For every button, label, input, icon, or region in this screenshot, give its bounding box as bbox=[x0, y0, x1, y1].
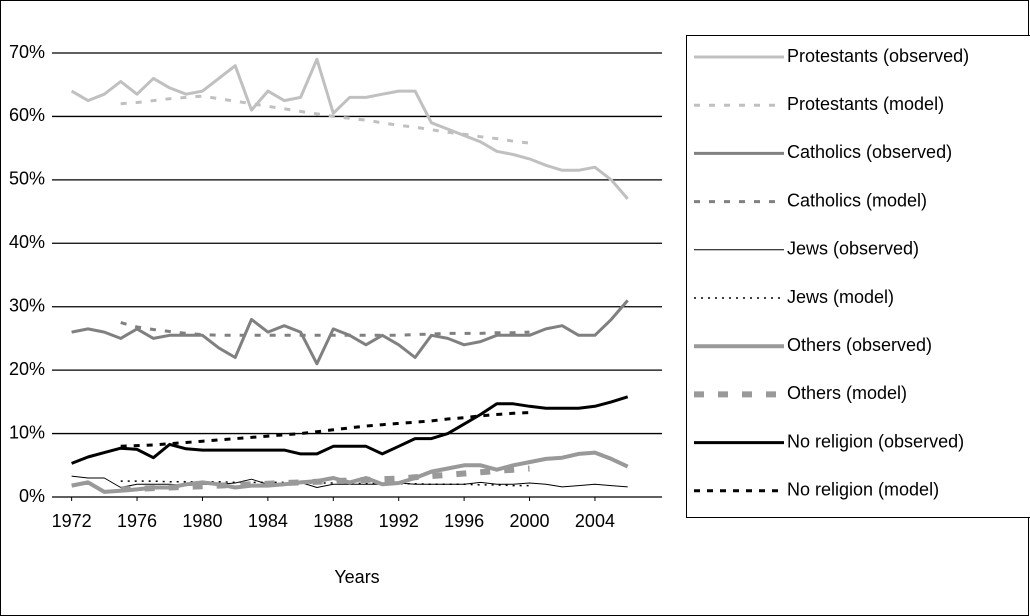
y-tick-label: 0% bbox=[19, 486, 45, 506]
legend-label: Catholics (model) bbox=[787, 190, 927, 210]
y-tick-label: 70% bbox=[9, 42, 45, 62]
x-tick-label: 1996 bbox=[444, 511, 484, 531]
legend-label: No religion (observed) bbox=[787, 431, 964, 451]
legend-label: Catholics (observed) bbox=[787, 142, 952, 162]
series-line bbox=[71, 395, 629, 465]
y-tick-label: 30% bbox=[9, 295, 45, 315]
y-tick-label: 60% bbox=[9, 105, 45, 125]
legend-label: Protestants (observed) bbox=[787, 46, 969, 66]
legend-label: Jews (observed) bbox=[787, 239, 919, 259]
legend-label: Jews (model) bbox=[787, 287, 894, 307]
x-axis-label: Years bbox=[334, 567, 379, 587]
x-tick-label: 1980 bbox=[182, 511, 222, 531]
x-tick-label: 1984 bbox=[248, 511, 288, 531]
x-tick-label: 2004 bbox=[575, 511, 615, 531]
legend-box bbox=[686, 35, 1030, 518]
y-tick-label: 50% bbox=[9, 169, 45, 189]
legend-label: Protestants (model) bbox=[787, 94, 944, 114]
series-line bbox=[70, 57, 629, 200]
y-tick-label: 10% bbox=[9, 422, 45, 442]
x-tick-label: 2000 bbox=[510, 511, 550, 531]
legend-label: Others (model) bbox=[787, 383, 907, 403]
series-line bbox=[120, 411, 530, 448]
legend-label: No religion (model) bbox=[787, 480, 939, 500]
x-tick-label: 1972 bbox=[52, 511, 92, 531]
legend-label: Others (observed) bbox=[787, 335, 932, 355]
x-tick-label: 1992 bbox=[379, 511, 419, 531]
series-line bbox=[120, 465, 530, 493]
series-line bbox=[120, 480, 530, 487]
x-tick-label: 1976 bbox=[117, 511, 157, 531]
y-tick-label: 20% bbox=[9, 359, 45, 379]
series-line bbox=[71, 450, 629, 494]
x-tick-label: 1988 bbox=[313, 511, 353, 531]
y-tick-label: 40% bbox=[9, 232, 45, 252]
